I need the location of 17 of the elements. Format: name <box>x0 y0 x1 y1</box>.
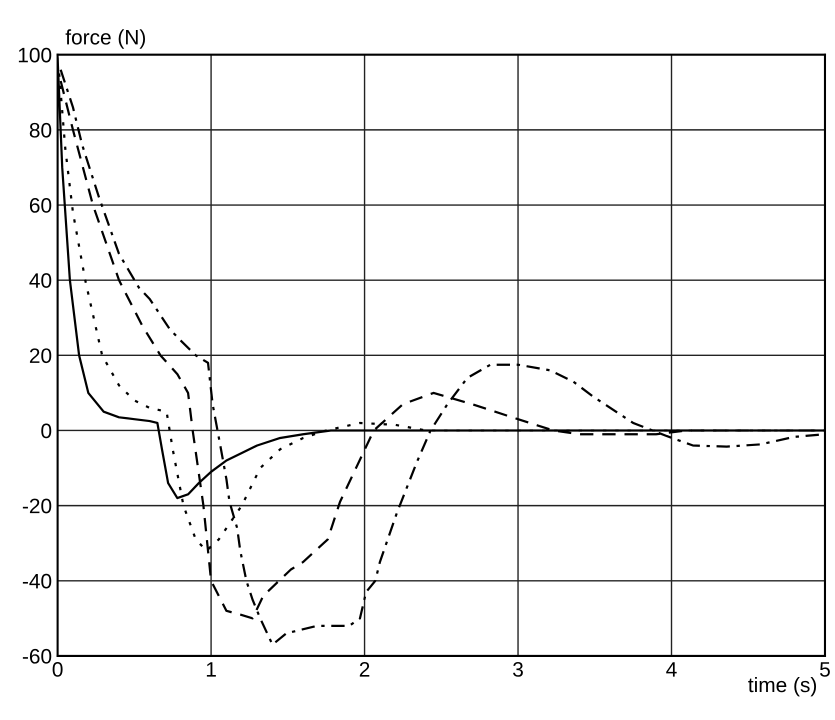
y-tick-label: 60 <box>30 198 52 213</box>
x-tick-label: 2 <box>360 662 370 677</box>
x-tick-label: 1 <box>206 662 216 677</box>
y-tick-label: 20 <box>30 348 52 364</box>
x-tick-label: 5 <box>820 662 830 677</box>
y-tick-label: 0 <box>41 423 52 438</box>
x-tick-label: 3 <box>513 662 523 677</box>
y-tick-label: -60 <box>22 648 52 664</box>
x-axis-title: time (s) <box>748 676 816 696</box>
y-tick-label: 80 <box>30 122 52 138</box>
y-tick-label: 100 <box>18 48 52 62</box>
y-tick-label: -40 <box>22 574 52 589</box>
x-tick-label: 4 <box>666 662 677 677</box>
y-tick-label: 40 <box>29 273 52 288</box>
y-tick-label: -20 <box>22 498 52 514</box>
x-tick-label: 0 <box>52 662 63 677</box>
y-axis-title: force (N) <box>66 29 146 49</box>
